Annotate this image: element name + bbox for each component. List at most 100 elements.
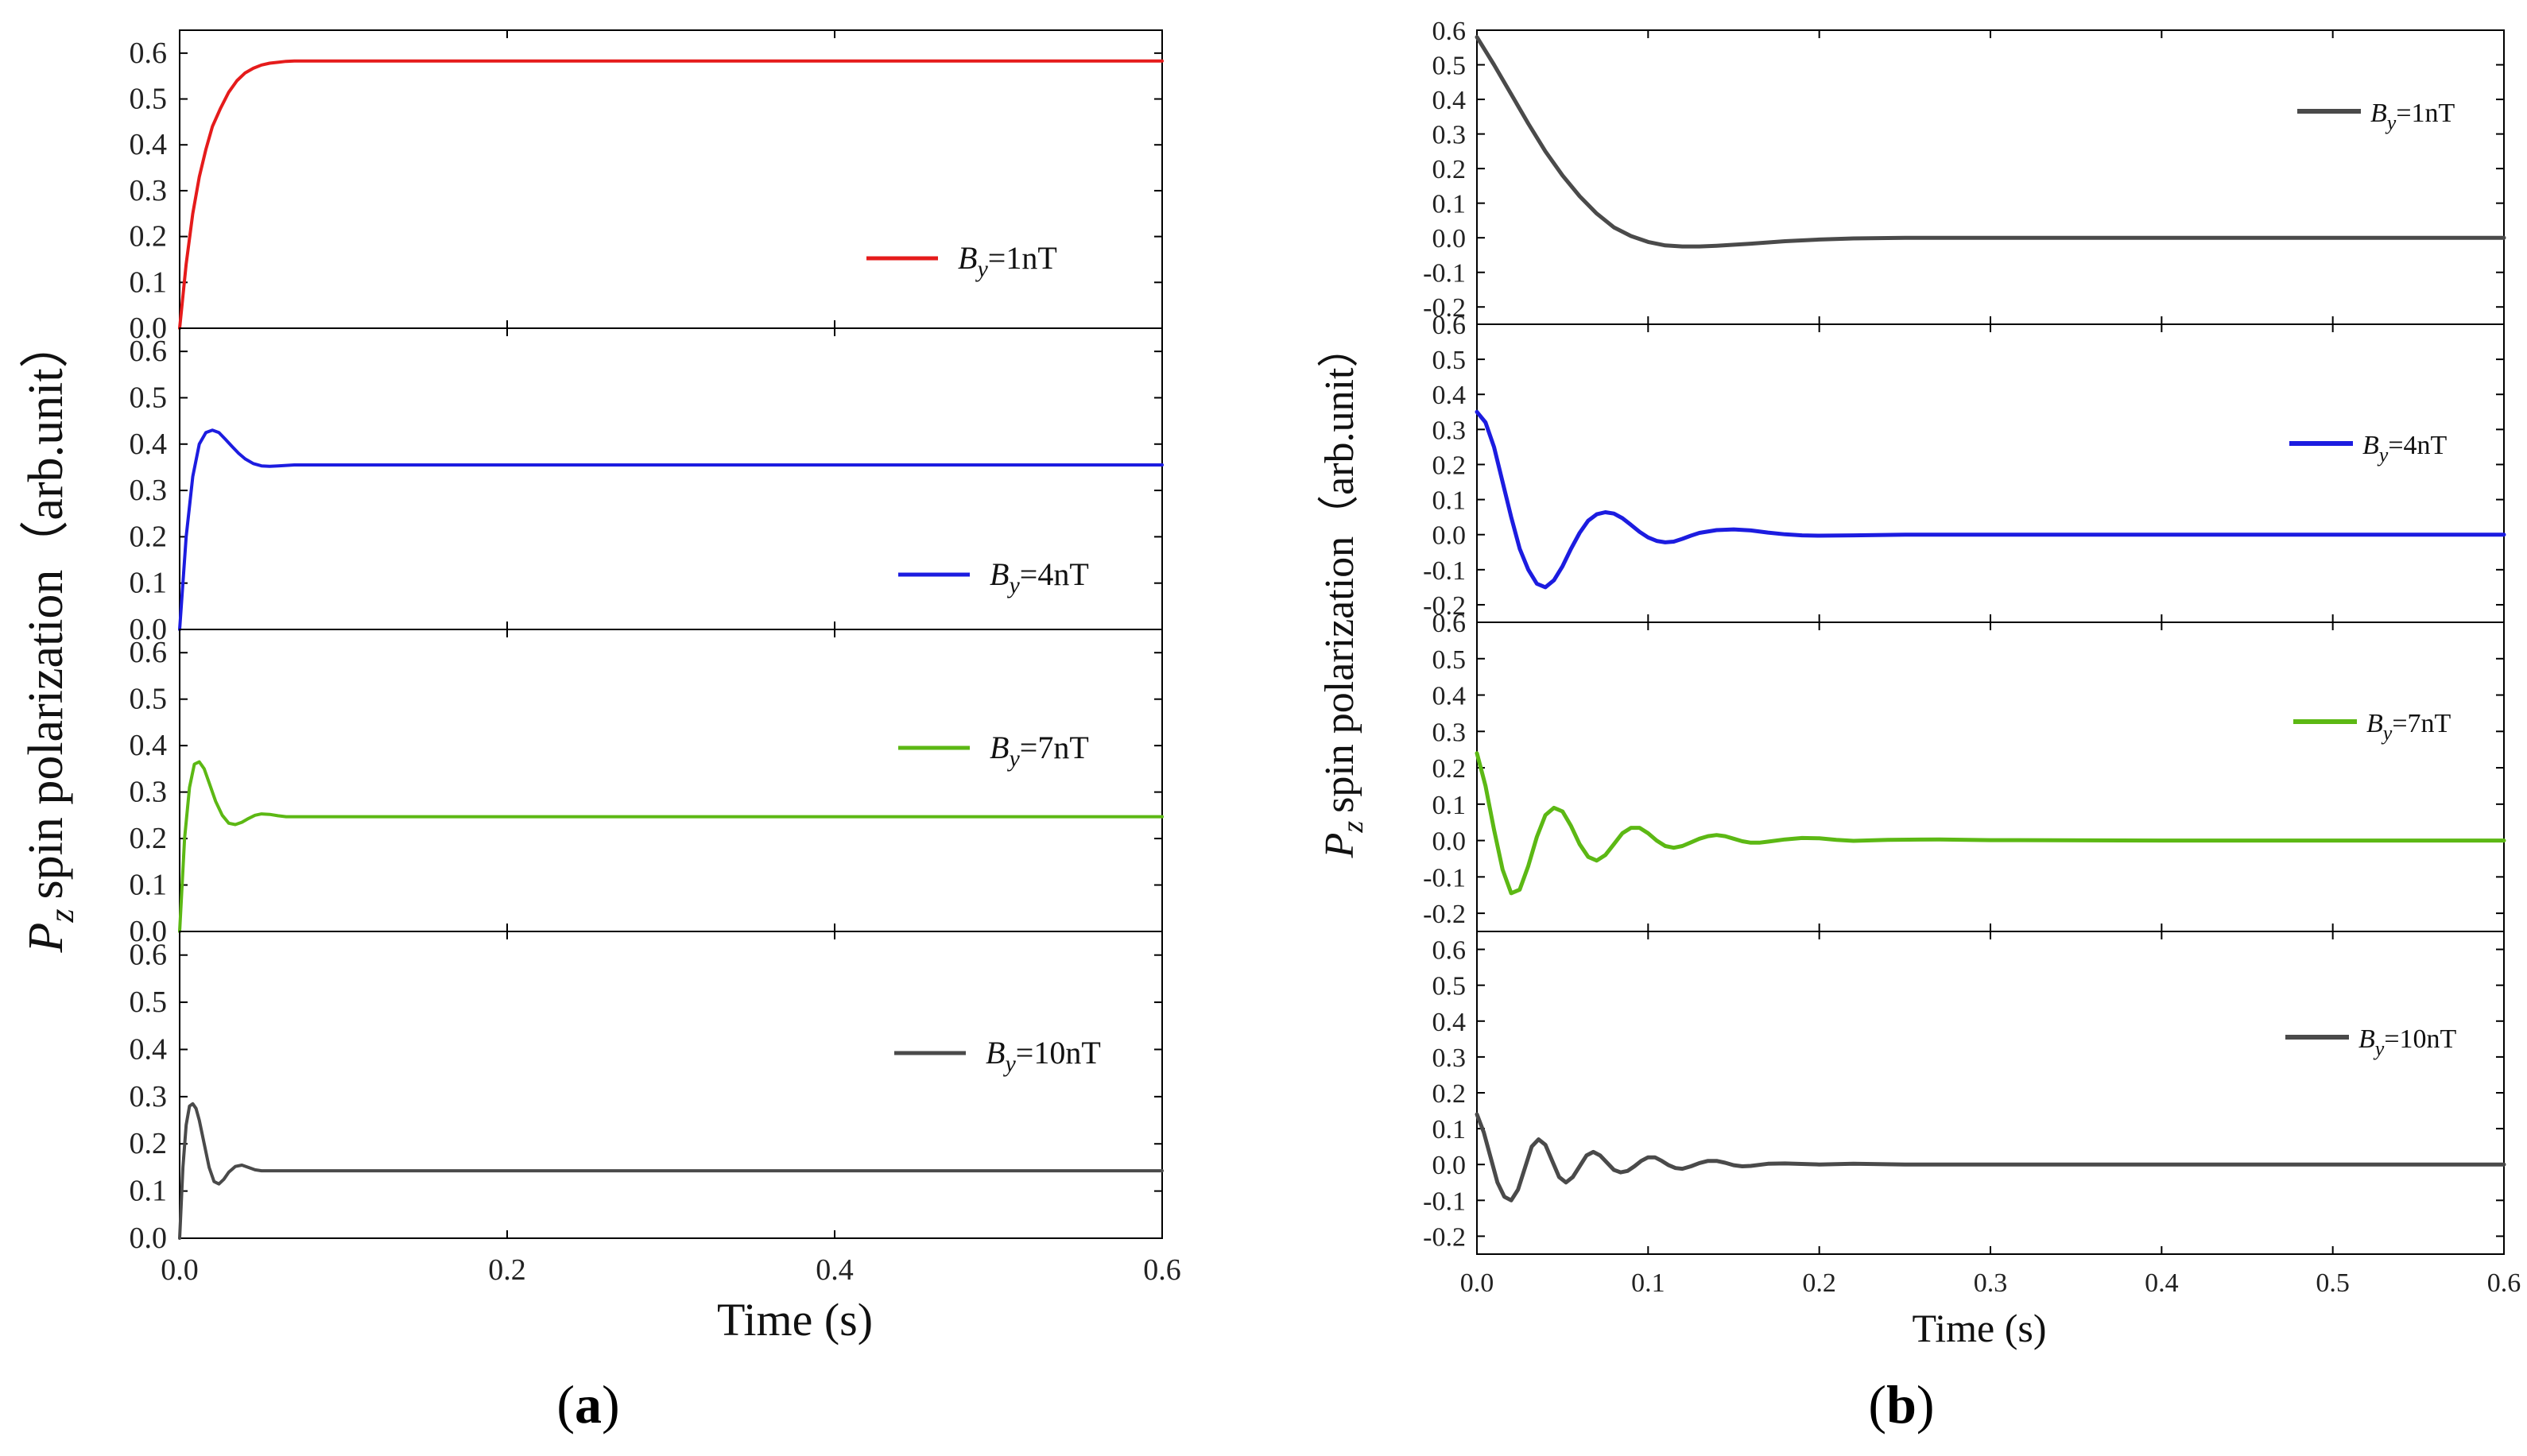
panel-a-xlabel: Time (s) bbox=[717, 1294, 873, 1346]
y-tick-label: 0.1 bbox=[1432, 1115, 1467, 1144]
y-tick-label: 0.1 bbox=[130, 869, 168, 902]
panel-a-label: (a) bbox=[556, 1374, 619, 1435]
y-tick-label: 0.1 bbox=[130, 265, 168, 299]
y-tick-label: 0.6 bbox=[130, 335, 168, 368]
y-tick-label: 0.1 bbox=[1432, 486, 1467, 516]
x-tick-label: 0.1 bbox=[1631, 1268, 1665, 1298]
legend-value: =7nT bbox=[2392, 709, 2451, 738]
y-tick-label: 0.0 bbox=[1432, 1151, 1467, 1180]
legend-subscript: y bbox=[2373, 1037, 2385, 1060]
subplot-frame bbox=[179, 931, 1163, 1239]
panel-b-xlabel: Time (s) bbox=[1912, 1306, 2046, 1350]
x-tick-label: 0.3 bbox=[1974, 1268, 2008, 1298]
panel-b-ylabel-symbol: P bbox=[1317, 833, 1362, 859]
legend-symbol: B bbox=[2366, 709, 2383, 738]
legend-subscript: y bbox=[975, 256, 988, 282]
x-tick-label: 0.4 bbox=[2145, 1268, 2179, 1298]
panel-a-ylabel-subscript: z bbox=[42, 909, 81, 924]
subplot-3: 0.6 0.5 0.4 0.3 0.2 0.1 0.0 -0.1 -0.2 By=7nT bbox=[1423, 609, 2506, 932]
legend-value: =4nT bbox=[1020, 556, 1089, 592]
subplot-1: 0.0 0.1 0.2 0.3 0.4 0.5 0.6 By=1nT bbox=[130, 29, 1164, 345]
y-tick-label: 0.4 bbox=[1432, 682, 1467, 711]
legend-label: By=7nT bbox=[990, 730, 1089, 772]
legend-value: =4nT bbox=[2388, 431, 2447, 460]
subplot-3: 0.0 0.1 0.2 0.3 0.4 0.5 0.6 By=7nT bbox=[130, 629, 1164, 948]
y-tick-label: 0.1 bbox=[130, 567, 168, 600]
y-tick-label: -0.2 bbox=[1423, 1222, 1466, 1252]
panel-a-ylabel: Pz spin polarization（arb.unit） bbox=[19, 319, 81, 953]
legend-symbol: B bbox=[958, 240, 977, 276]
legend-subscript: y bbox=[2381, 722, 2393, 745]
legend-label: By=10nT bbox=[986, 1035, 1101, 1077]
panel-b: 0.6 0.5 0.4 0.3 0.2 0.1 0.0 -0.1 -0.2 By=1nT 0.6 0.… bbox=[1317, 17, 2521, 1435]
legend-symbol: B bbox=[986, 1035, 1005, 1071]
legend-symbol: B bbox=[2370, 99, 2387, 128]
subplot-2: 0.6 0.5 0.4 0.3 0.2 0.1 0.0 -0.1 -0.2 By=4nT bbox=[1423, 311, 2506, 623]
subplot-frame bbox=[1476, 931, 2505, 1255]
y-tick-label: 0.5 bbox=[1432, 52, 1467, 81]
x-tick-label: 0.6 bbox=[1143, 1253, 1181, 1287]
panel-b-letter: b bbox=[1886, 1374, 1917, 1435]
y-tick-label: 0.3 bbox=[130, 174, 168, 207]
panel-a-ylabel-text: spin polarization（arb.unit） bbox=[19, 319, 73, 899]
legend-label: By=1nT bbox=[2370, 99, 2455, 134]
y-tick-label: 0.6 bbox=[130, 37, 168, 70]
y-tick-label: -0.2 bbox=[1423, 900, 1466, 929]
y-tick-label: 0.4 bbox=[1432, 1008, 1467, 1037]
y-tick-label: 0.3 bbox=[130, 776, 168, 809]
y-tick-label: -0.1 bbox=[1423, 556, 1466, 586]
svg-text:Pzspin polarization（arb.unit）: Pz spin polarization（arb.unit） bbox=[1317, 327, 1370, 859]
y-tick-label: 0.5 bbox=[1432, 346, 1467, 375]
y-tick-label: 0.0 bbox=[130, 1222, 168, 1255]
series-line bbox=[178, 59, 1164, 330]
y-tick-label: 0.6 bbox=[1432, 17, 1467, 46]
legend-label: By=7nT bbox=[2366, 709, 2451, 745]
series-line bbox=[1475, 1112, 2506, 1202]
legend-label: By=4nT bbox=[990, 556, 1089, 598]
subplot-4: 0.0 0.1 0.2 0.3 0.4 0.5 0.6 By=10nT bbox=[130, 931, 1164, 1255]
y-tick-label: 0.0 bbox=[1432, 224, 1467, 254]
y-tick-label: 0.3 bbox=[1432, 416, 1467, 445]
y-tick-label: 0.2 bbox=[130, 822, 168, 855]
y-tick-label: 0.6 bbox=[130, 939, 168, 972]
y-tick-label: 0.3 bbox=[1432, 121, 1467, 150]
y-tick-label: 0.2 bbox=[130, 520, 168, 553]
x-tick-label: 0.5 bbox=[2316, 1268, 2350, 1298]
y-tick-label: 0.2 bbox=[1432, 1079, 1467, 1109]
y-tick-label: 0.6 bbox=[130, 636, 168, 669]
y-tick-label: 0.1 bbox=[1432, 791, 1467, 820]
y-tick-label: 0.1 bbox=[130, 1175, 168, 1208]
y-tick-label: 0.4 bbox=[1432, 86, 1467, 115]
panel-a-letter: a bbox=[575, 1374, 602, 1435]
subplot-frame bbox=[179, 629, 1163, 932]
series-line bbox=[178, 428, 1164, 631]
legend-value: =10nT bbox=[2384, 1024, 2456, 1054]
y-tick-label: 0.5 bbox=[1432, 645, 1467, 675]
y-tick-label: 0.6 bbox=[1432, 311, 1467, 340]
y-tick-label: 0.0 bbox=[1432, 521, 1467, 551]
y-tick-label: 0.0 bbox=[130, 915, 168, 948]
y-tick-label: 0.4 bbox=[130, 729, 168, 762]
y-tick-label: 0.6 bbox=[1432, 609, 1467, 638]
legend-label: By=4nT bbox=[2362, 431, 2448, 467]
y-tick-label: 0.2 bbox=[130, 220, 168, 254]
y-tick-label: 0.2 bbox=[130, 1127, 168, 1160]
legend-value: =1nT bbox=[988, 240, 1057, 276]
y-tick-label: -0.1 bbox=[1423, 863, 1466, 893]
y-tick-label: 0.0 bbox=[130, 312, 168, 345]
y-tick-label: 0.4 bbox=[130, 428, 168, 461]
legend-subscript: y bbox=[1006, 745, 1020, 772]
legend-symbol: B bbox=[2362, 431, 2379, 460]
y-tick-label: 0.3 bbox=[130, 1080, 168, 1113]
subplot-frame bbox=[1476, 29, 2505, 325]
y-tick-label: -0.1 bbox=[1423, 259, 1466, 288]
legend-subscript: y bbox=[2377, 443, 2389, 467]
legend-label: By=1nT bbox=[958, 240, 1057, 282]
panel-b-label: (b) bbox=[1868, 1374, 1934, 1435]
y-tick-label: 0.5 bbox=[130, 381, 168, 414]
subplot-4: 0.6 0.5 0.4 0.3 0.2 0.1 0.0 -0.1 -0.2 By=10nT bbox=[1423, 931, 2506, 1255]
series-line bbox=[1475, 35, 2506, 249]
y-tick-label: 0.6 bbox=[1432, 936, 1467, 966]
y-tick-label: 0.0 bbox=[1432, 827, 1467, 857]
